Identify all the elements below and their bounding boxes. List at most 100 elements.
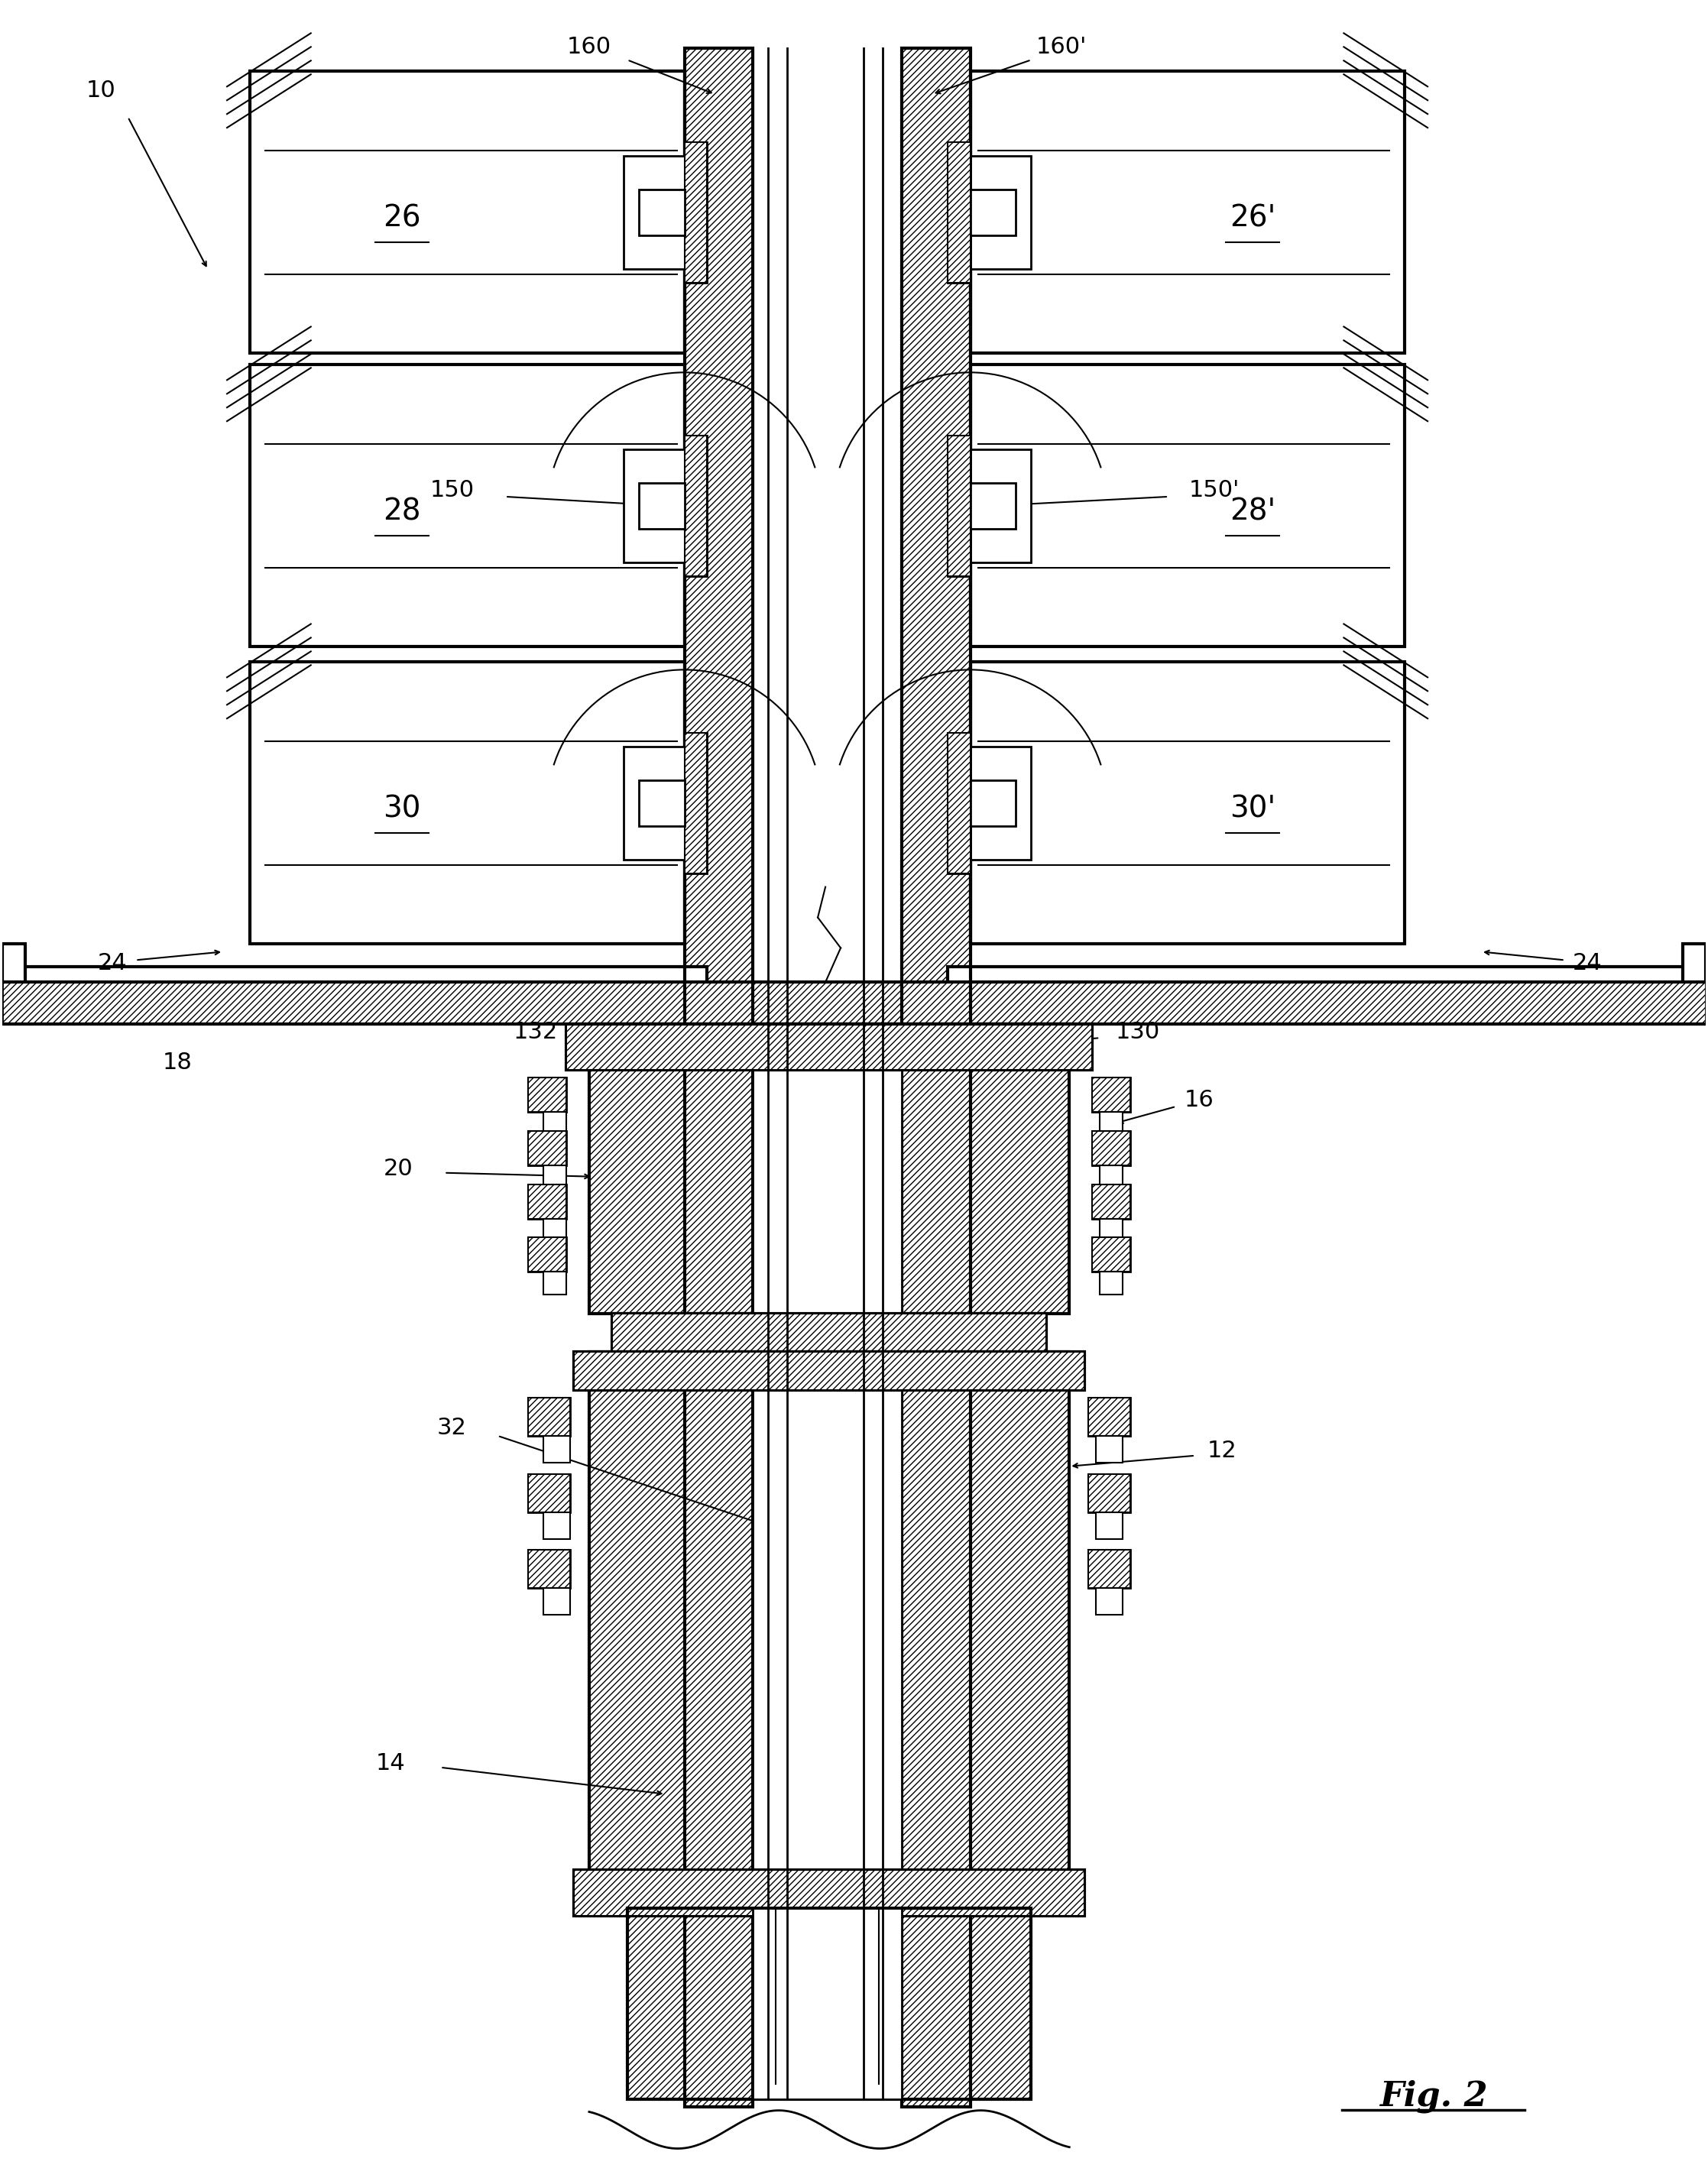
Text: 16: 16 <box>1184 1088 1214 1112</box>
Bar <box>970 189 1016 234</box>
Bar <box>1682 943 1706 1017</box>
Bar <box>948 436 970 577</box>
Bar <box>623 449 685 562</box>
Bar <box>1100 1164 1122 1188</box>
Bar <box>1091 1132 1131 1164</box>
Bar <box>685 733 707 874</box>
Bar <box>1097 1511 1122 1539</box>
Bar <box>623 746 685 859</box>
Bar <box>589 1353 1069 1908</box>
Bar <box>528 1132 567 1164</box>
Bar <box>1088 1398 1131 1435</box>
Bar <box>948 141 970 282</box>
Bar <box>528 1238 567 1273</box>
Bar <box>1091 1238 1131 1273</box>
Bar <box>543 1589 570 1615</box>
Bar <box>639 780 685 826</box>
Bar <box>685 141 707 282</box>
Bar <box>970 746 1032 859</box>
Bar <box>1097 1435 1122 1463</box>
Bar <box>528 1398 570 1435</box>
Bar <box>543 1164 567 1188</box>
Bar <box>528 1238 567 1273</box>
Bar <box>1100 1273 1122 1294</box>
Bar <box>1088 1398 1131 1435</box>
Bar <box>948 436 970 577</box>
Bar <box>528 1077 567 1112</box>
Bar <box>1088 1474 1131 1511</box>
Text: 20: 20 <box>384 1158 413 1179</box>
Text: 30: 30 <box>383 793 420 824</box>
Text: 130: 130 <box>1115 1021 1160 1043</box>
Bar <box>948 967 1706 993</box>
Bar <box>528 1184 567 1218</box>
Bar <box>611 1314 1047 1353</box>
Bar <box>589 1023 1069 1314</box>
Bar <box>1100 1112 1122 1134</box>
Text: 150: 150 <box>430 479 475 501</box>
Bar <box>623 156 685 269</box>
Bar <box>902 48 970 2107</box>
Bar <box>948 733 970 874</box>
Bar <box>970 156 1032 269</box>
Text: 24: 24 <box>97 952 128 973</box>
Bar <box>970 364 1404 646</box>
Text: Fig. 2: Fig. 2 <box>1378 2079 1488 2114</box>
Bar <box>685 436 707 577</box>
Bar <box>2 967 707 993</box>
Bar <box>685 436 707 577</box>
Text: 10: 10 <box>87 80 116 102</box>
Bar <box>574 1871 1085 1917</box>
Bar <box>1091 1132 1131 1164</box>
Bar <box>948 141 970 282</box>
Bar <box>1091 1238 1131 1273</box>
Bar <box>528 1398 570 1435</box>
Bar <box>1091 1077 1131 1112</box>
Bar <box>685 141 707 282</box>
Bar <box>970 661 1404 943</box>
Bar <box>528 1550 570 1589</box>
Bar <box>1097 1589 1122 1615</box>
Bar <box>543 1435 570 1463</box>
Bar <box>970 483 1016 529</box>
Text: 132: 132 <box>514 1021 559 1043</box>
Bar <box>528 1474 570 1511</box>
Bar <box>753 1023 902 1314</box>
Text: 160': 160' <box>1037 37 1086 59</box>
Text: 12: 12 <box>1208 1440 1237 1461</box>
Bar <box>1091 1184 1131 1218</box>
Bar <box>543 1273 567 1294</box>
Bar <box>970 72 1404 353</box>
Bar <box>611 1314 1047 1353</box>
Bar <box>685 48 753 2107</box>
Bar <box>249 364 685 646</box>
Bar <box>2 943 26 1017</box>
Bar <box>948 733 970 874</box>
Bar <box>567 1023 1091 1069</box>
Bar <box>2 982 1706 1023</box>
Text: 30': 30' <box>1230 793 1276 824</box>
Bar <box>1091 1077 1131 1112</box>
Text: 32: 32 <box>437 1418 466 1440</box>
Bar <box>902 48 970 2107</box>
Bar <box>567 1023 1091 1069</box>
Text: 26: 26 <box>383 204 420 232</box>
Text: 26': 26' <box>1230 204 1276 232</box>
Text: 18: 18 <box>162 1051 193 1073</box>
Bar <box>685 733 707 874</box>
Bar <box>528 1474 570 1511</box>
Bar <box>543 1218 567 1242</box>
Bar <box>574 1353 1085 1390</box>
Bar <box>639 483 685 529</box>
Bar <box>528 1132 567 1164</box>
Bar <box>249 661 685 943</box>
Bar <box>639 189 685 234</box>
Bar <box>1088 1550 1131 1589</box>
Bar <box>753 1353 902 1908</box>
Bar <box>589 1353 1069 1908</box>
Text: 28: 28 <box>383 496 420 527</box>
Bar <box>574 1353 1085 1390</box>
Text: 24: 24 <box>1573 952 1602 973</box>
Bar <box>528 1077 567 1112</box>
Bar <box>543 1511 570 1539</box>
